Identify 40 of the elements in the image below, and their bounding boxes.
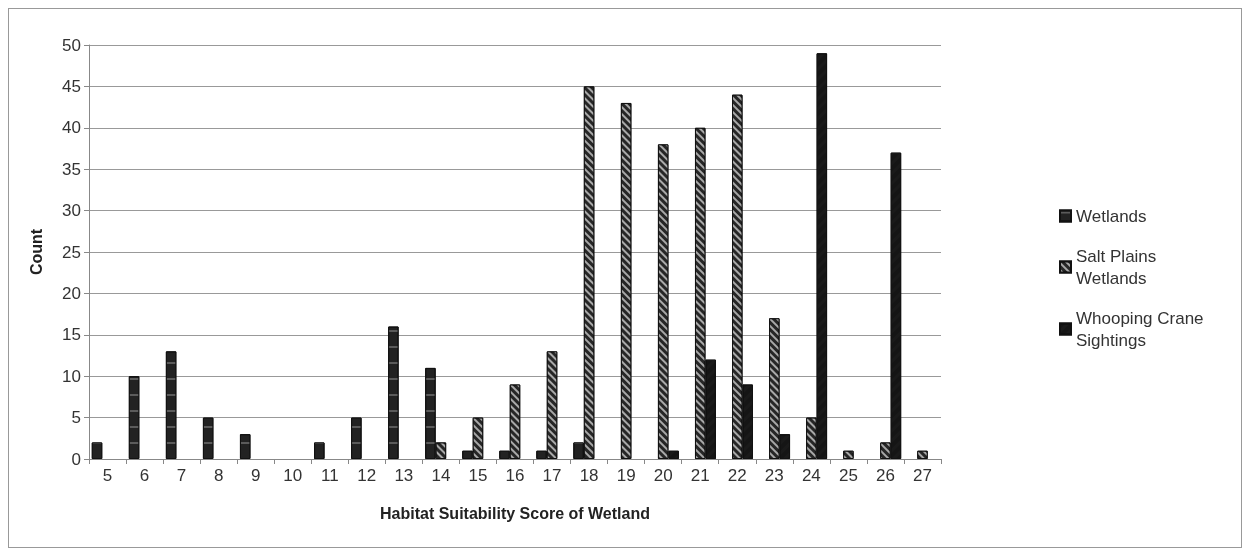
x-tick-label: 21	[690, 466, 710, 485]
x-tick-label: 7	[176, 466, 187, 485]
legend-label: Whooping Crane Sightings	[1076, 308, 1209, 350]
x-tick-label: 13	[394, 466, 414, 485]
x-tick-label: 15	[468, 466, 488, 485]
y-tick-label: 25	[62, 242, 81, 262]
x-tick-label: 27	[913, 466, 932, 485]
x-tick-label: 22	[727, 466, 747, 485]
y-tick-label: 10	[62, 366, 81, 386]
x-tick-label: 9	[250, 466, 261, 485]
legend-label: Wetlands	[1076, 268, 1147, 288]
x-tick-label: 14	[431, 466, 451, 485]
y-tick-label: 20	[62, 283, 81, 303]
x-tick-label: 19	[616, 466, 636, 485]
x-tick-label: 8	[213, 466, 224, 485]
y-tick-label: 40	[62, 118, 81, 138]
x-axis-title: Habitat Suitability Score of Wetland	[380, 504, 650, 522]
y-tick-label: 15	[62, 325, 81, 345]
text: Wetlands	[1076, 206, 1147, 226]
x-tick-label: 6	[139, 466, 150, 485]
y-tick-label: 45	[62, 76, 81, 96]
y-tick-label: 35	[62, 159, 81, 179]
y-tick-label: 50	[62, 35, 81, 55]
x-tick-label: 26	[875, 466, 895, 485]
x-tick-label: 17	[542, 466, 562, 485]
x-tick-label: 11	[320, 466, 339, 485]
x-tick-label: 20	[653, 466, 673, 485]
text: Salt Plains	[1076, 246, 1157, 266]
y-axis-title: Count	[27, 228, 45, 276]
x-tick-label: 18	[579, 466, 599, 485]
x-tick-label: 16	[505, 466, 525, 485]
y-tick-label: 0	[71, 449, 81, 469]
x-tick-label: 25	[838, 466, 858, 485]
x-tick-label: 5	[102, 466, 113, 485]
x-tick-label: 12	[357, 466, 377, 485]
y-tick-label: 30	[62, 201, 81, 221]
y-tick-label: 5	[71, 408, 81, 428]
x-tick-label: 23	[764, 466, 784, 485]
x-tick-label: 24	[801, 466, 821, 485]
x-tick-label: 10	[283, 466, 303, 485]
